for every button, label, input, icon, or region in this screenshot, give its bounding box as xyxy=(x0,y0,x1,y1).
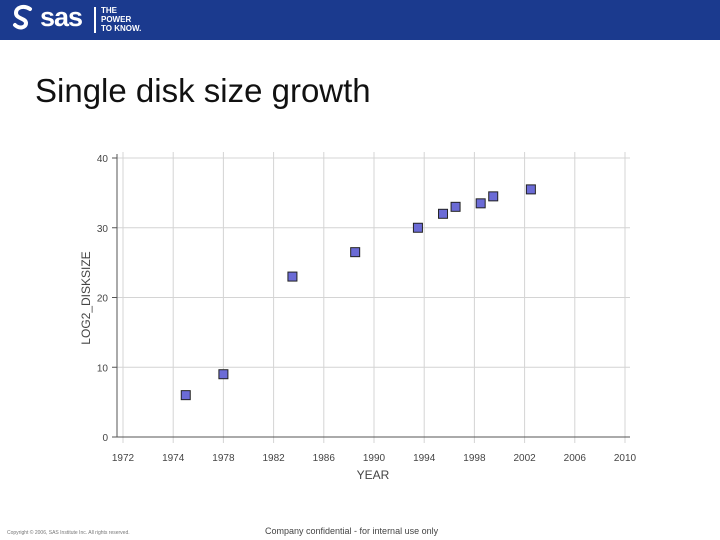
data-point xyxy=(218,369,229,380)
x-tick-label: 1990 xyxy=(363,453,386,464)
x-tick-label: 1986 xyxy=(313,453,336,464)
tagline-line: TO KNOW. xyxy=(101,24,142,33)
data-point xyxy=(525,184,536,195)
slide-title: Single disk size growth xyxy=(35,72,371,109)
x-tick-label: 1994 xyxy=(413,453,436,464)
x-axis-title: YEAR xyxy=(357,468,390,482)
x-tick-label: 1972 xyxy=(112,453,135,464)
footer-confidential: Company confidential - for internal use … xyxy=(265,526,439,536)
data-point xyxy=(475,198,486,209)
data-point xyxy=(350,247,361,258)
x-tick-label: 1978 xyxy=(212,453,235,464)
y-axis-title: LOG2_DISKSIZE xyxy=(79,251,93,344)
y-tick-label: 30 xyxy=(97,224,109,235)
header-bar: sas THE POWER TO KNOW. xyxy=(0,0,720,40)
tagline: THE POWER TO KNOW. xyxy=(101,6,161,33)
x-tick-label: 1974 xyxy=(162,453,185,464)
brand-name: sas xyxy=(40,2,83,32)
y-tick-label: 0 xyxy=(102,433,108,444)
tagline-line: THE xyxy=(101,6,117,15)
x-tick-label: 2006 xyxy=(564,453,587,464)
data-point xyxy=(438,208,449,219)
sas-logo-icon xyxy=(13,4,32,30)
x-tick-label: 2002 xyxy=(513,453,536,464)
y-tick-label: 20 xyxy=(97,294,109,305)
data-point xyxy=(412,222,423,233)
y-tick-label: 10 xyxy=(97,363,109,374)
x-tick-label: 1998 xyxy=(463,453,486,464)
data-point xyxy=(287,271,298,282)
x-tick-label: 1982 xyxy=(262,453,285,464)
logo-divider xyxy=(94,7,96,33)
data-point xyxy=(180,390,191,401)
y-tick-label: 40 xyxy=(97,154,109,165)
footer-copyright: Copyright © 2006, SAS Institute Inc. All… xyxy=(7,530,130,536)
tagline-line: POWER xyxy=(101,15,132,24)
data-point xyxy=(488,191,499,202)
x-tick-label: 2010 xyxy=(614,453,637,464)
data-point xyxy=(450,201,461,212)
